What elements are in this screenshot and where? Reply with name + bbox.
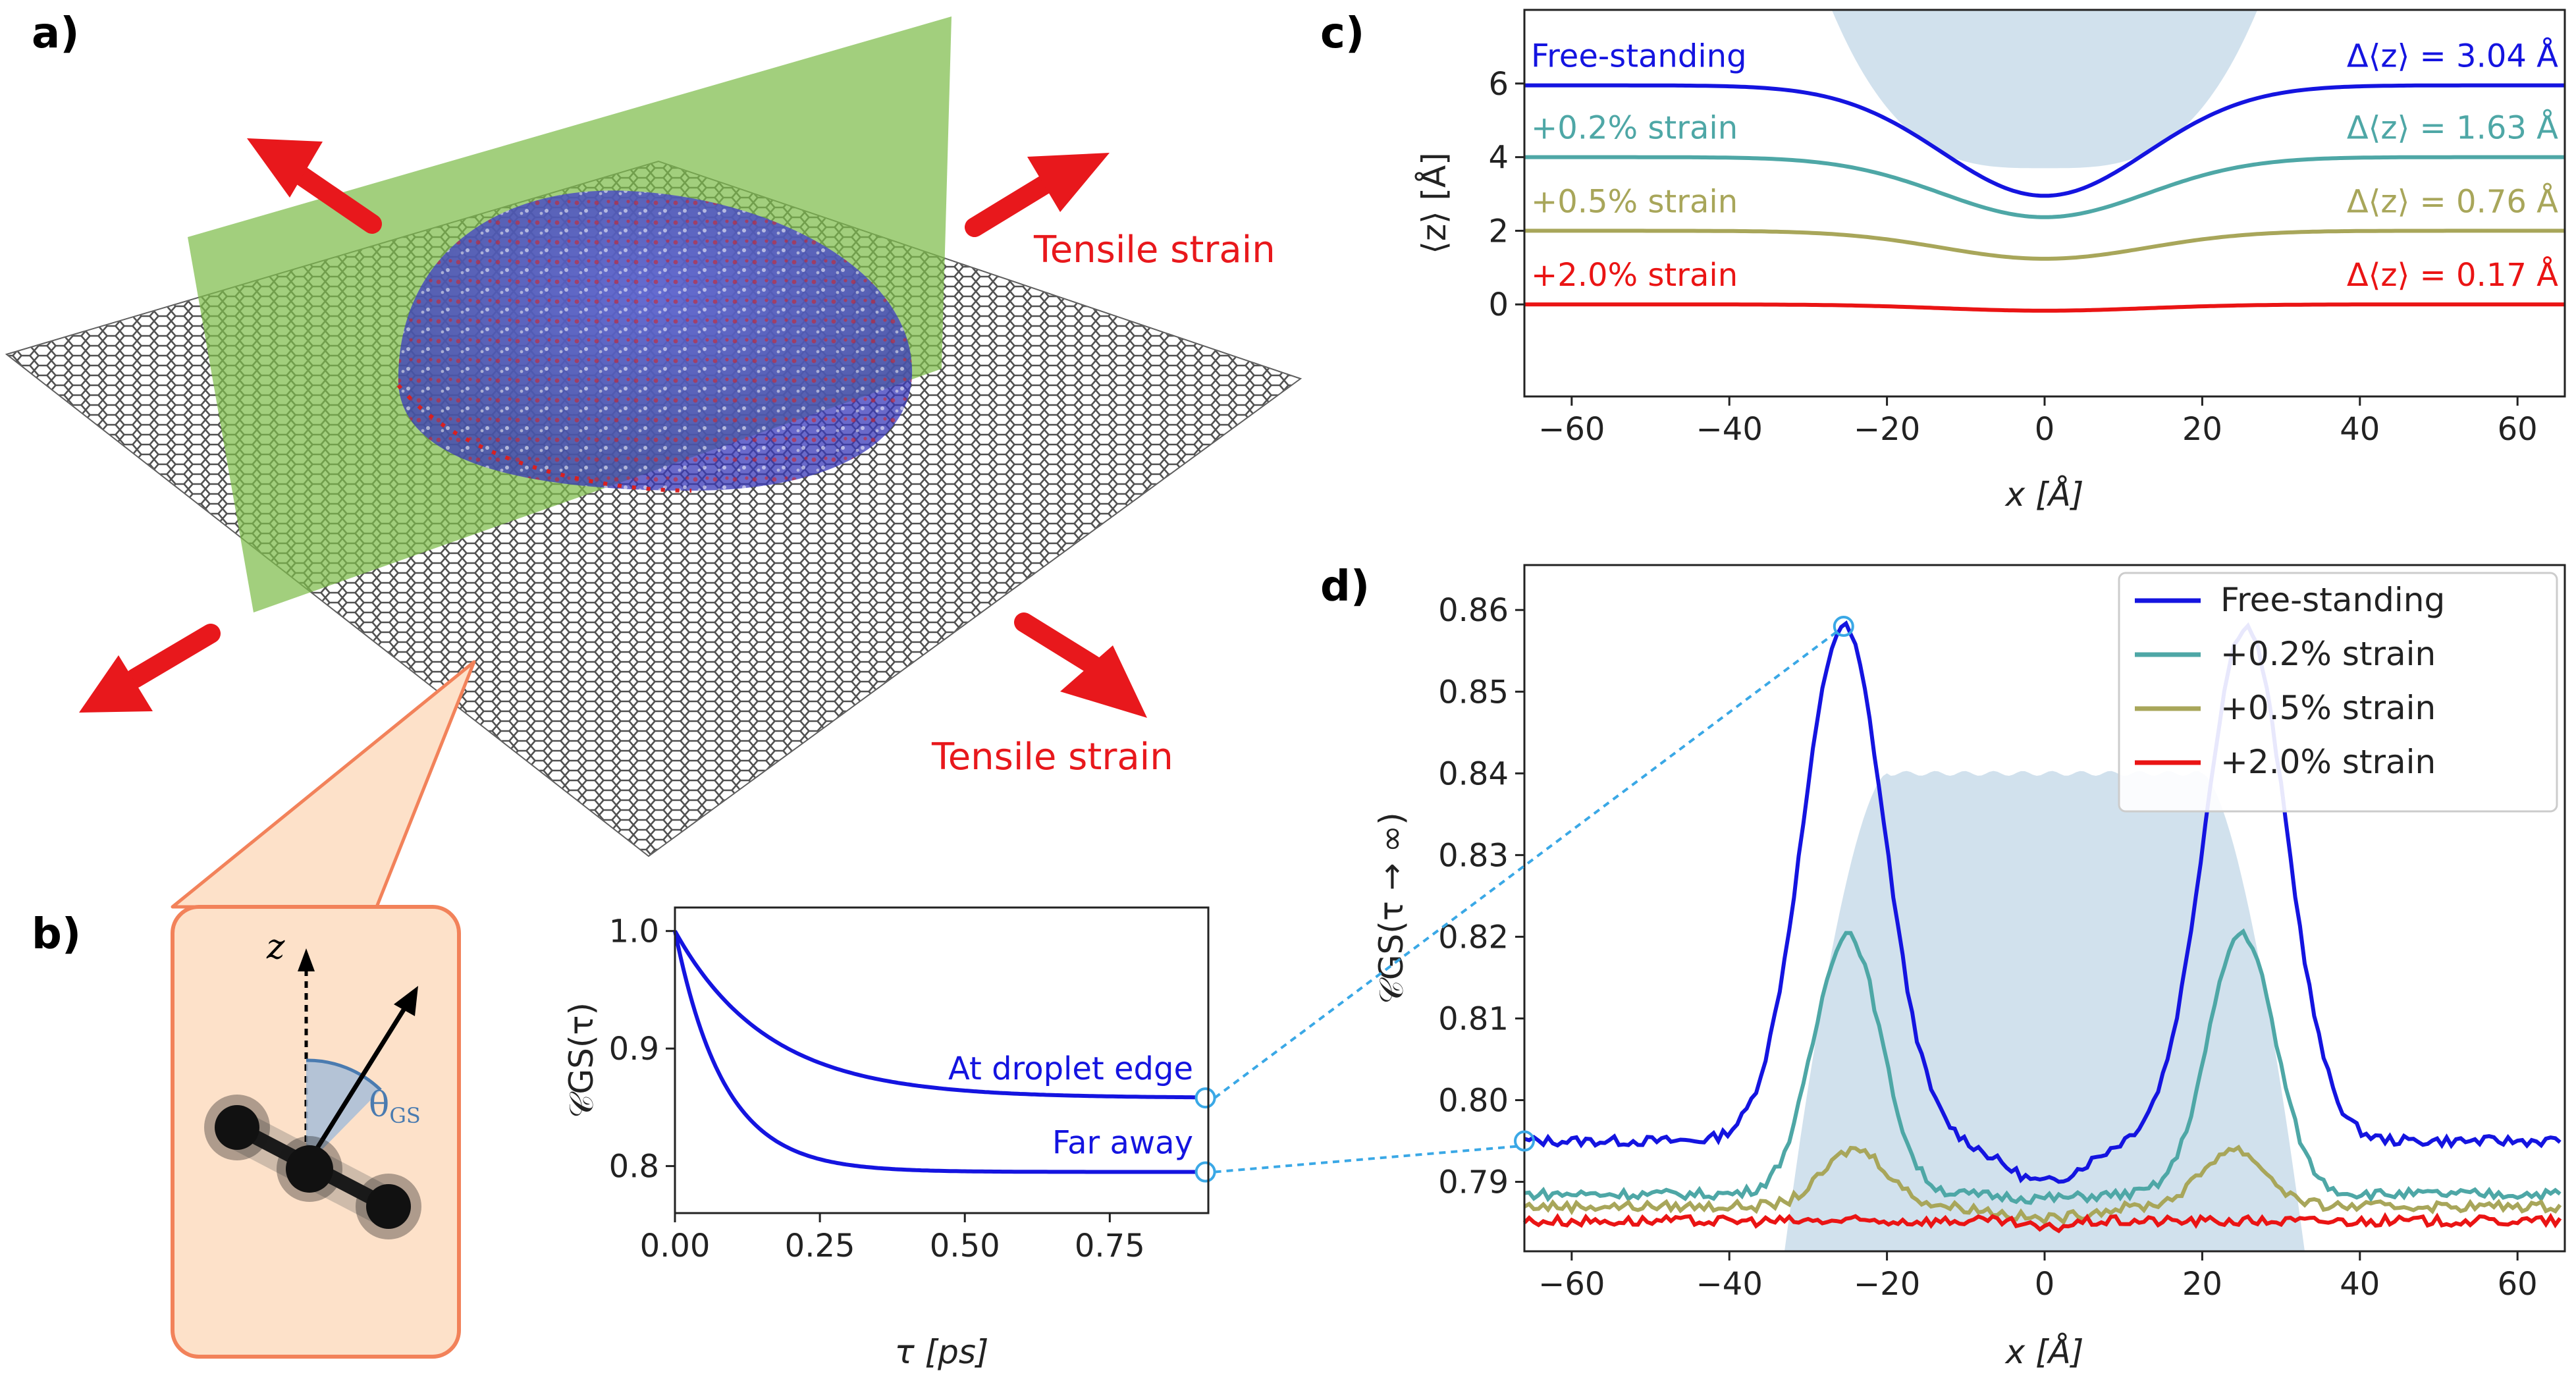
y-axis-label: 𝒞GS(τ) <box>562 1002 601 1118</box>
y-tick-label: 0.80 <box>1438 1083 1509 1120</box>
y-tick-label: 0.81 <box>1438 1000 1509 1037</box>
chart-c: −60 −40 −20 0 20 40 60 0 2 4 6 Free-standing Δ⟨z⟩ = … <box>1415 9 2566 514</box>
x-tick-label: 20 <box>2182 1266 2222 1303</box>
series-name: +0.5% strain <box>1531 183 1738 220</box>
series-line <box>1524 928 2562 1205</box>
x-axis-label: x [Å] <box>2004 1333 2084 1371</box>
y-axis-label: 𝒞GS(τ → ∞) <box>1372 812 1410 1004</box>
series-line <box>1523 1144 2562 1226</box>
chart-d: −60 −40 −20 0 20 40 60 0.79 0.80 0.81 0.82 0.83 0.84… <box>1372 564 2566 1371</box>
series-delta: Δ⟨z⟩ = 0.17 Å <box>2347 256 2558 294</box>
strain-label-bottom: Tensile strain <box>931 736 1173 778</box>
y-tick-label: 0.85 <box>1438 674 1509 711</box>
y-tick-label: 2 <box>1488 213 1509 250</box>
water-droplet <box>396 190 913 493</box>
legend-entry: Free-standing <box>2220 581 2445 619</box>
legend: Free-standing +0.2% strain +0.5% strain +2.… <box>2118 572 2558 813</box>
series-end-marker <box>1194 1087 1216 1109</box>
plot-frame <box>1523 564 2566 1253</box>
y-tick-label: 4 <box>1488 140 1509 176</box>
panel-label-d: d) <box>1320 562 1370 611</box>
x-tick-label: −60 <box>1538 411 1605 448</box>
y-tick-label: 0.9 <box>609 1031 659 1068</box>
x-tick-label: −40 <box>1696 411 1763 448</box>
droplet-profile <box>1784 771 2305 1251</box>
y-tick-label: 0.8 <box>609 1149 659 1185</box>
panel-label-b: b) <box>32 910 81 959</box>
x-tick-label: 60 <box>2498 1266 2538 1303</box>
x-tick-label: 0.50 <box>930 1228 1000 1264</box>
series-line-droplet-edge <box>673 930 1203 1100</box>
series-line <box>1524 620 2562 1184</box>
y-tick-label: 0.84 <box>1438 755 1509 792</box>
dipole-arrowhead <box>394 986 418 1016</box>
series-line <box>1524 229 2565 261</box>
series-line <box>1522 1212 2562 1234</box>
y-tick-label: 1.0 <box>609 913 659 950</box>
series-name: +2.0% strain <box>1531 257 1738 294</box>
series-delta: Δ⟨z⟩ = 1.63 Å <box>2347 109 2558 147</box>
x-axis-label: τ [ps] <box>895 1333 989 1371</box>
z-axis-label: z <box>266 927 285 967</box>
panel-label-a: a) <box>32 9 79 58</box>
x-tick-label: 60 <box>2498 411 2538 448</box>
y-tick-label: 0.86 <box>1438 592 1509 629</box>
x-tick-label: −40 <box>1696 1266 1763 1303</box>
x-tick-label: −20 <box>1854 1266 1920 1303</box>
series-line-far-away <box>673 931 1203 1174</box>
inset-callout <box>171 660 476 909</box>
connector-droplet-edge <box>1214 630 1838 1099</box>
x-tick-label: 40 <box>2340 411 2380 448</box>
connector-far-away <box>1214 1145 1518 1174</box>
y-tick-label: 0.79 <box>1438 1164 1509 1201</box>
plot-frame <box>674 906 1210 1214</box>
baseline-marker <box>1514 1130 1535 1152</box>
y-tick-label: 6 <box>1488 66 1509 103</box>
series-line <box>1524 302 2565 313</box>
series-delta: Δ⟨z⟩ = 0.76 Å <box>2347 182 2558 220</box>
angle-label: θGS <box>369 1085 421 1128</box>
z-axis-arrowhead <box>298 948 315 971</box>
chart-b: 0.00 0.25 0.50 0.75 0.8 0.9 1.0 At droplet edge… <box>562 906 1216 1371</box>
tensile-arrows <box>79 138 1147 718</box>
x-tick-label: 20 <box>2182 411 2222 448</box>
panel-a-illustration: Tensile strain Tensile strain <box>5 16 1302 857</box>
legend-box <box>2118 572 2558 813</box>
series-name: Free-standing <box>1531 38 1747 75</box>
x-tick-label: −20 <box>1854 411 1920 448</box>
x-tick-label: 40 <box>2340 1266 2380 1303</box>
legend-entry: +0.5% strain <box>2220 689 2436 727</box>
series-end-marker <box>1194 1161 1216 1183</box>
panel-label-c: c) <box>1320 9 1364 58</box>
y-tick-label: 0 <box>1488 286 1509 323</box>
water-molecule <box>204 1095 421 1239</box>
y-tick-label: 0.83 <box>1438 837 1509 874</box>
legend-entry: +0.2% strain <box>2220 635 2436 673</box>
x-tick-label: −60 <box>1538 1266 1605 1303</box>
series-line <box>1524 83 2565 198</box>
x-tick-label: 0.75 <box>1075 1228 1145 1264</box>
connector-lines <box>1214 630 1838 1174</box>
y-tick-label: 0.82 <box>1438 919 1509 956</box>
series-label: Far away <box>1052 1125 1193 1162</box>
series-line <box>1524 155 2565 219</box>
strain-label-top: Tensile strain <box>1033 229 1275 271</box>
series-label: At droplet edge <box>948 1050 1193 1087</box>
x-tick-label: 0 <box>2035 1266 2055 1303</box>
series-name: +0.2% strain <box>1531 110 1738 147</box>
y-axis-label: ⟨z⟩ [Å] <box>1415 152 1453 254</box>
x-tick-label: 0 <box>2035 411 2055 448</box>
peak-marker <box>1833 616 1854 637</box>
x-tick-label: 0.00 <box>640 1228 711 1264</box>
plot-frame <box>1523 9 2566 398</box>
legend-entry: +2.0% strain <box>2220 743 2436 781</box>
series-delta: Δ⟨z⟩ = 3.04 Å <box>2347 38 2558 75</box>
x-tick-label: 0.25 <box>785 1228 855 1264</box>
droplet-profile <box>1831 10 2258 169</box>
panel-b-inset: z θGS <box>171 660 476 1359</box>
x-axis-label: x [Å] <box>2004 475 2084 514</box>
